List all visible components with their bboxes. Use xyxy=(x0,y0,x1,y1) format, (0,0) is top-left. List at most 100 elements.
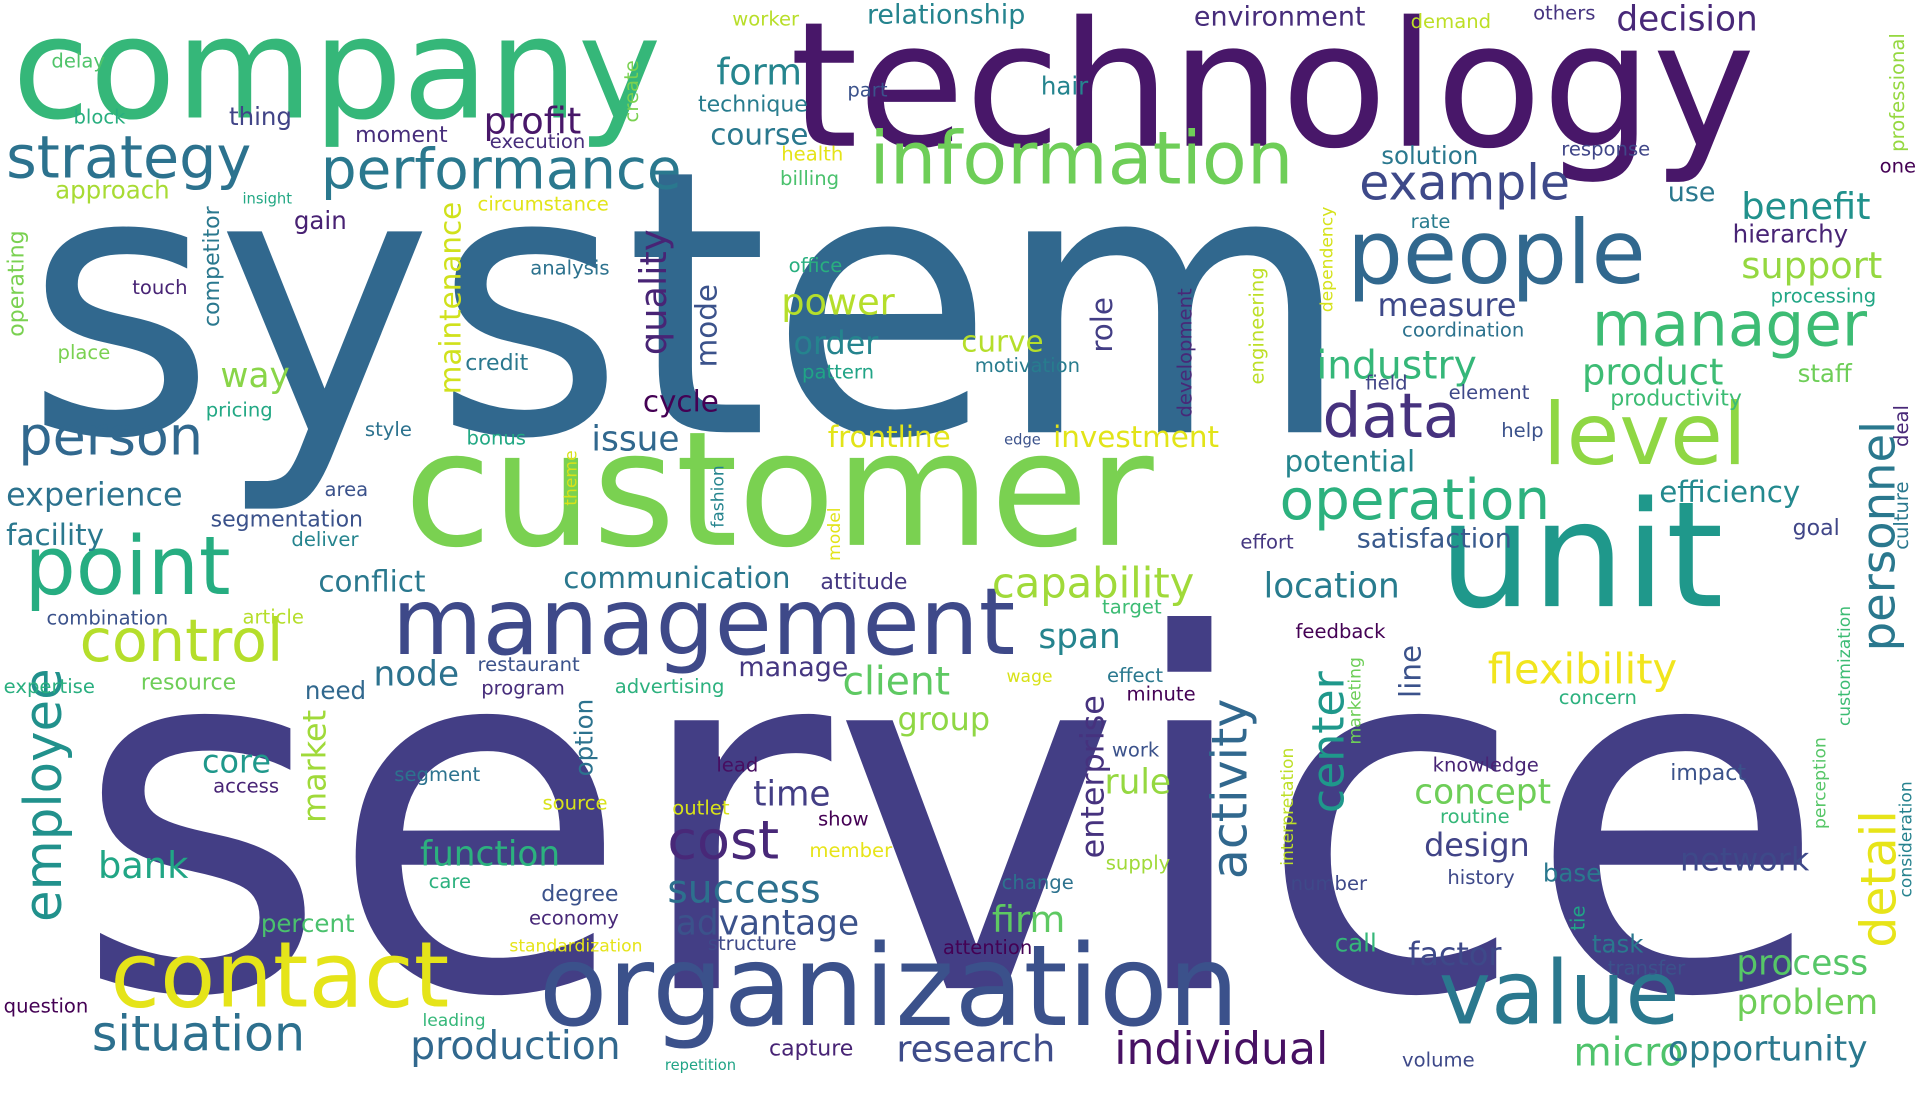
word-hair: hair xyxy=(1040,71,1089,101)
word-area: area xyxy=(324,477,369,501)
word-rate: rate xyxy=(1410,209,1451,233)
word-advantage: advantage xyxy=(675,902,860,943)
word-frontline: frontline xyxy=(827,420,951,455)
word-quality: quality xyxy=(633,229,676,356)
word-bank: bank xyxy=(97,844,189,888)
word-wage: wage xyxy=(1006,667,1053,687)
word-touch: touch xyxy=(132,275,188,299)
word-need: need xyxy=(304,675,367,706)
word-minute: minute xyxy=(1126,682,1196,706)
word-outlet: outlet xyxy=(672,795,730,820)
word-effect: effect xyxy=(1106,663,1164,687)
word-performance: performance xyxy=(320,135,682,203)
word-field: field xyxy=(1365,371,1408,395)
word-control: control xyxy=(79,607,284,676)
word-part: part xyxy=(847,78,888,102)
word-element: element xyxy=(1448,380,1530,405)
word-order: order xyxy=(793,325,879,363)
word-mode: mode xyxy=(689,283,724,367)
word-support: support xyxy=(1741,244,1883,288)
word-line: line xyxy=(1393,644,1428,698)
word-profit: profit xyxy=(483,100,582,144)
word-pricing: pricing xyxy=(205,397,273,422)
word-strategy: strategy xyxy=(6,123,252,193)
word-option: option xyxy=(569,699,599,777)
word-management: management xyxy=(391,566,1016,676)
word-firm: firm xyxy=(991,898,1066,942)
word-information: information xyxy=(869,116,1294,203)
word-service: service xyxy=(73,535,1828,1105)
word-question: question xyxy=(3,994,89,1018)
word-curve: curve xyxy=(961,324,1044,359)
word-leading: leading xyxy=(422,1011,486,1032)
word-source: source xyxy=(542,791,608,815)
word-fashion: fashion xyxy=(708,464,729,528)
word-worker: worker xyxy=(732,7,800,31)
word-measure: measure xyxy=(1377,287,1517,325)
word-deliver: deliver xyxy=(291,527,359,552)
word-course: course xyxy=(710,117,809,152)
word-factor: factor xyxy=(1408,936,1502,974)
word-expertise: expertise xyxy=(3,674,95,698)
word-solution: solution xyxy=(1381,140,1479,171)
word-market: market xyxy=(297,709,335,823)
word-span: span xyxy=(1038,615,1121,657)
word-lead: lead xyxy=(716,753,759,777)
word-work: work xyxy=(1111,738,1160,762)
word-restaurant: restaurant xyxy=(477,652,580,676)
word-individual: individual xyxy=(1114,1024,1329,1076)
word-culture: culture xyxy=(1889,481,1913,551)
word-deal: deal xyxy=(1889,404,1913,447)
word-cloud: service system technology customer company un… xyxy=(3,0,1917,1105)
word-satisfaction: satisfaction xyxy=(1356,524,1512,555)
word-segment: segment xyxy=(394,762,481,787)
word-dependency: dependency xyxy=(1317,206,1338,312)
word-hierarchy: hierarchy xyxy=(1732,219,1849,249)
word-company: company xyxy=(12,0,662,152)
word-issue: issue xyxy=(591,418,680,460)
word-goal: goal xyxy=(1792,515,1840,542)
word-contact: contact xyxy=(110,923,450,1029)
word-member: member xyxy=(809,838,893,863)
word-segmentation: segmentation xyxy=(210,506,364,533)
word-value: value xyxy=(1438,941,1680,1045)
word-capability: capability xyxy=(991,559,1195,609)
word-activity: activity xyxy=(1202,699,1259,880)
word-data: data xyxy=(1322,380,1461,452)
word-people: people xyxy=(1346,200,1646,304)
word-problem: problem xyxy=(1736,982,1879,1023)
word-delay: delay xyxy=(51,48,105,73)
word-access: access xyxy=(213,773,280,798)
word-relationship: relationship xyxy=(866,0,1026,31)
word-feedback: feedback xyxy=(1295,619,1386,643)
word-circumstance: circumstance xyxy=(477,192,609,216)
word-consideration: consideration xyxy=(1896,781,1917,898)
word-design: design xyxy=(1424,827,1530,865)
word-concern: concern xyxy=(1558,685,1637,709)
word-engineering: engineering xyxy=(1245,267,1269,385)
word-response: response xyxy=(1561,137,1651,161)
word-demand: demand xyxy=(1410,9,1492,34)
word-change: change xyxy=(1001,870,1074,894)
word-pattern: pattern xyxy=(802,360,875,384)
word-office: office xyxy=(788,253,843,277)
word-use: use xyxy=(1667,177,1716,209)
word-level: level xyxy=(1542,384,1747,485)
word-bonus: bonus xyxy=(466,426,526,450)
word-routine: routine xyxy=(1440,804,1510,828)
word-research: research xyxy=(896,1028,1056,1072)
word-edge: edge xyxy=(1004,431,1041,449)
word-point: point xyxy=(24,519,231,614)
word-advertising: advertising xyxy=(614,674,725,698)
word-time: time xyxy=(753,773,831,815)
word-technology: technology xyxy=(789,0,1756,188)
word-experience: experience xyxy=(6,477,183,515)
word-cycle: cycle xyxy=(642,384,719,419)
word-facility: facility xyxy=(6,517,105,553)
word-success: success xyxy=(667,865,821,913)
word-product: product xyxy=(1582,351,1724,395)
word-capture: capture xyxy=(768,1035,854,1062)
word-way: way xyxy=(220,355,290,396)
word-role: role xyxy=(1084,296,1120,353)
word-care: care xyxy=(428,869,472,893)
